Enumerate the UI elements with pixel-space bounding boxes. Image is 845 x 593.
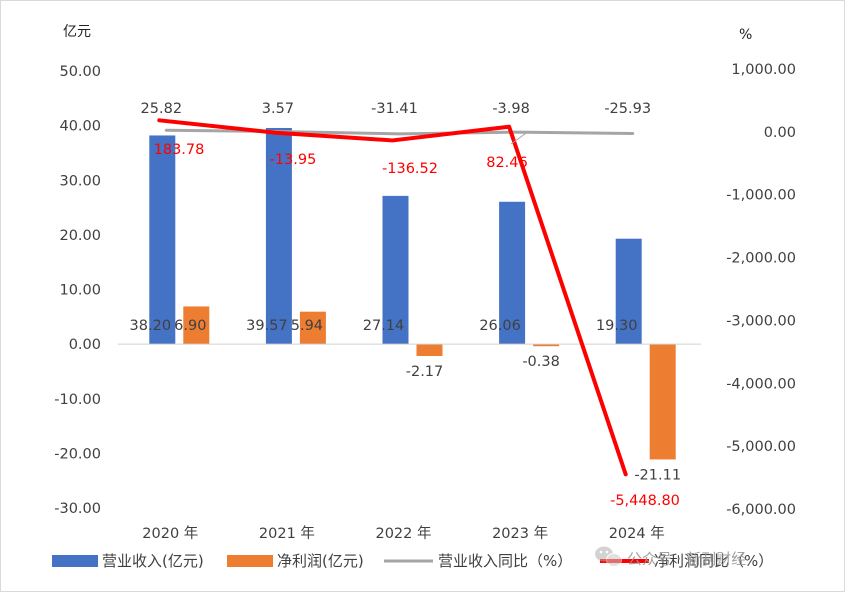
legend-label: 营业收入同比（%）: [438, 552, 572, 570]
right-tick-label: -4,000.00: [726, 376, 796, 392]
revenue-bar: [382, 195, 409, 345]
right-tick-label: -1,000.00: [726, 188, 796, 204]
right-tick-label: -5,000.00: [726, 439, 796, 455]
net-profit-bar: [416, 344, 443, 356]
net-profit-label: -0.38: [522, 354, 560, 370]
revenue-bar: [149, 135, 176, 345]
left-tick-label: -20.00: [54, 446, 101, 462]
revenue-label: 38.20: [130, 318, 172, 334]
revenue-label: 27.14: [363, 318, 405, 334]
right-axis-ticks: 1,000.00 0.00 -1,000.00 -2,000.00 -3,000.00 -…: [726, 62, 796, 518]
left-tick-label: 20.00: [59, 228, 101, 244]
category-label: 2022 年: [375, 525, 431, 542]
revenue-bar: [265, 127, 292, 345]
category-label: 2024 年: [609, 525, 665, 542]
left-tick-label: -30.00: [54, 501, 101, 517]
data-label-layer: 38.20 39.57 27.14 26.06 19.30 6.90 5.94 -2.17 -0…: [130, 101, 682, 509]
revenue-yoy-label: 3.57: [262, 101, 294, 117]
net-profit-bar: [299, 311, 326, 345]
revenue-yoy-label: 25.82: [141, 101, 183, 117]
right-tick-label: -3,000.00: [726, 313, 796, 329]
net-profit-yoy-label: -136.52: [382, 161, 438, 177]
net-profit-bar: [649, 344, 676, 460]
left-axis-ticks: 50.00 40.00 30.00 20.00 10.00 0.00 -10.00 -20.0…: [54, 64, 101, 517]
net-profit-label: 5.94: [291, 318, 323, 334]
left-axis-unit: 亿元: [63, 24, 91, 40]
revenue-label: 19.30: [596, 318, 638, 334]
right-tick-label: 1,000.00: [731, 62, 796, 78]
net-profit-label: -2.17: [406, 364, 444, 380]
net-profit-label: 6.90: [174, 318, 206, 334]
left-tick-label: 50.00: [59, 64, 101, 80]
right-tick-label: -2,000.00: [726, 251, 796, 267]
revenue-bar: [499, 201, 526, 345]
revenue-label: 26.06: [479, 318, 521, 334]
legend-label: 营业收入(亿元): [102, 552, 204, 570]
legend-label: 净利润(亿元): [277, 552, 364, 570]
legend-swatch: [227, 555, 273, 567]
line-series-layer: [157, 118, 635, 477]
net-profit-yoy-label: -5,448.80: [610, 493, 680, 509]
revenue-yoy-label: -25.93: [604, 101, 651, 117]
net-profit-label: -21.11: [634, 467, 681, 483]
category-axis-labels: 2020 年 2021 年 2022 年 2023 年 2024 年: [142, 525, 664, 542]
left-tick-label: 10.00: [59, 283, 101, 299]
revenue-label: 39.57: [246, 318, 288, 334]
revenue-yoy-label: -3.98: [492, 101, 530, 117]
net-profit-yoy-label: -13.95: [270, 152, 317, 168]
right-tick-label: 0.00: [764, 125, 796, 141]
legend: 营业收入(亿元) 净利润(亿元) 营业收入同比（%） 净利润同比（%）: [52, 552, 773, 570]
net-profit-yoy-label: 82.46: [486, 155, 528, 171]
net-profit-yoy-line: [157, 118, 628, 477]
label-leader-line: [510, 130, 530, 145]
net-profit-bar: [533, 344, 560, 347]
bar-series-layer: [149, 127, 676, 460]
net-profit-yoy-label: 183.78: [154, 142, 205, 158]
left-tick-label: -10.00: [54, 392, 101, 408]
category-label: 2020 年: [142, 525, 198, 542]
watermark: 公众号 · 新刊财经: [595, 546, 746, 568]
left-tick-label: 40.00: [59, 119, 101, 135]
revenue-bar: [615, 238, 642, 345]
watermark-text: 公众号 · 新刊财经: [627, 550, 746, 568]
revenue-yoy-label: -31.41: [371, 101, 418, 117]
category-label: 2023 年: [492, 525, 548, 542]
revenue-yoy-line: [164, 128, 635, 136]
legend-swatch: [52, 555, 98, 567]
legend-label: 净利润同比（%）: [654, 552, 773, 570]
right-tick-label: -6,000.00: [726, 502, 796, 518]
right-axis-unit: %: [739, 27, 752, 43]
left-tick-label: 0.00: [69, 337, 101, 353]
net-profit-bar: [183, 306, 210, 345]
category-label: 2021 年: [259, 525, 315, 542]
left-tick-label: 30.00: [59, 173, 101, 189]
wechat-icon: [595, 546, 622, 567]
